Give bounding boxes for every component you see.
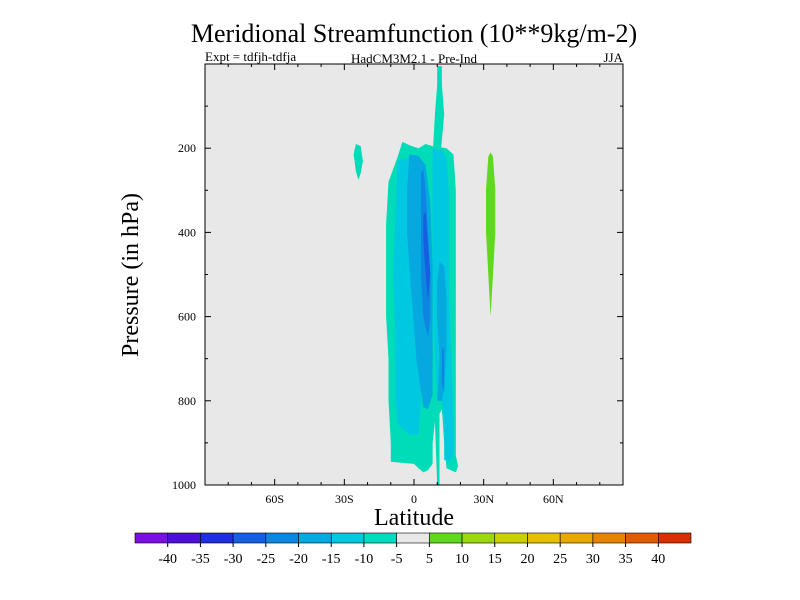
colorbar: -40 -35 -30 -25 -20 -15 -10 -5 5 10 15 20 25 30 35 40 <box>134 532 692 567</box>
colorbar-swatch <box>527 532 561 544</box>
y-axis: 200 400 600 800 1000 <box>172 105 623 492</box>
chart-title: Meridional Streamfunction (10**9kg/m-2) <box>191 19 637 48</box>
x-tick-label: 30S <box>335 492 354 506</box>
colorbar-swatch <box>396 532 430 544</box>
colorbar-swatch <box>657 532 692 544</box>
colorbar-label: -10 <box>355 552 374 567</box>
colorbar-label: -20 <box>289 552 308 567</box>
x-tick-label: 60N <box>543 492 564 506</box>
y-tick-label: 400 <box>178 225 196 239</box>
x-tick-label: 0 <box>411 492 417 506</box>
colorbar-swatch <box>559 532 594 544</box>
colorbar-swatch <box>625 532 659 544</box>
contour-north-positive <box>486 152 496 317</box>
y-tick-label: 1000 <box>172 478 196 492</box>
colorbar-label: 25 <box>553 552 567 567</box>
subtitle-center: HadCM3M2.1 - Pre-Ind <box>351 51 478 66</box>
colorbar-swatch <box>461 532 496 544</box>
contour-small-blob-south <box>353 144 363 180</box>
x-tick-label: 30N <box>473 492 494 506</box>
y-tick-label: 200 <box>178 141 196 155</box>
colorbar-label: -35 <box>191 552 210 567</box>
colorbar-label: 40 <box>651 552 665 567</box>
contour-core-north-deep <box>441 346 445 393</box>
colorbar-swatch <box>330 532 365 544</box>
colorbar-swatch <box>232 532 267 544</box>
colorbar-label: 35 <box>619 552 633 567</box>
colorbar-label: 10 <box>455 552 469 567</box>
colorbar-label: 30 <box>586 552 600 567</box>
colorbar-swatch <box>298 532 332 544</box>
colorbar-swatch <box>429 532 463 544</box>
colorbar-swatch <box>134 532 169 544</box>
colorbar-label: -5 <box>391 552 403 567</box>
colorbar-label: 20 <box>520 552 534 567</box>
y-tick-label: 800 <box>178 394 196 408</box>
x-tick-label: 60S <box>265 492 284 506</box>
subtitle-left: Expt = tdfjh-tdfja <box>205 49 296 64</box>
contour-core-deep <box>423 211 431 300</box>
colorbar-swatch <box>494 532 528 544</box>
colorbar-label: -30 <box>224 552 243 567</box>
subtitle-right: JJA <box>603 50 623 65</box>
colorbar-swatch <box>363 532 397 544</box>
colorbar-swatch <box>265 532 299 544</box>
colorbar-swatch <box>200 532 234 544</box>
x-axis-label: Latitude <box>374 505 454 531</box>
y-axis-label: Pressure (in hPa) <box>118 193 144 357</box>
x-axis: 60S 30S 0 30N 60N <box>227 64 601 506</box>
colorbar-label: 15 <box>488 552 502 567</box>
colorbar-label: 5 <box>426 552 433 567</box>
colorbar-label: -40 <box>158 552 177 567</box>
colorbar-swatch <box>592 532 626 544</box>
colorbar-label: -25 <box>256 552 275 567</box>
colorbar-swatch <box>167 532 201 544</box>
colorbar-label: -15 <box>322 552 341 567</box>
y-tick-label: 600 <box>178 310 196 324</box>
contour-layer <box>353 66 496 485</box>
